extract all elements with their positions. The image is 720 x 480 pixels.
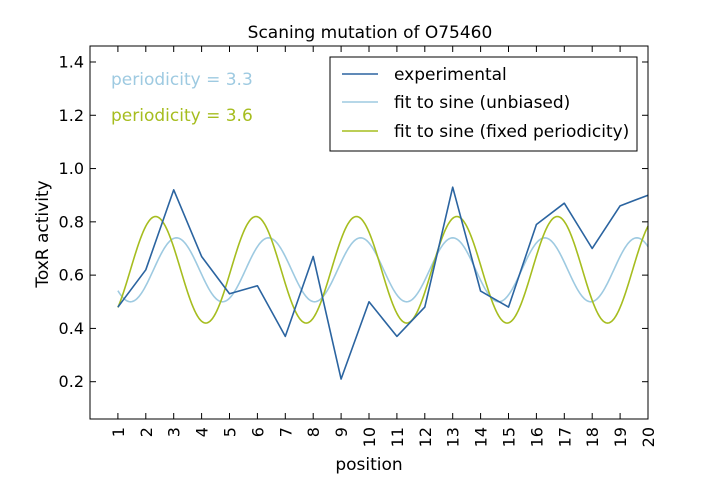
x-tick-label: 10: [360, 427, 379, 447]
legend-label-unbiased-fit: fit to sine (unbiased): [394, 93, 570, 113]
y-tick-label: 0.8: [59, 212, 84, 231]
x-tick-label: 4: [193, 427, 212, 437]
x-tick-label: 18: [583, 427, 602, 447]
x-tick-label: 13: [444, 427, 463, 447]
x-tick-label: 11: [388, 427, 407, 447]
legend: experimental fit to sine (unbiased) fit …: [329, 56, 638, 152]
x-tick-label: 17: [555, 427, 574, 447]
x-tick-label: 8: [304, 427, 323, 437]
x-tick-label: 20: [639, 427, 658, 447]
chart-title: Scaning mutation of O75460: [248, 23, 493, 43]
x-tick-label: 2: [137, 427, 156, 437]
x-tick-label: 12: [416, 427, 435, 447]
y-tick-label: 0.4: [59, 319, 84, 338]
series-fit-fixed: [117, 215, 649, 324]
legend-label-experimental: experimental: [394, 65, 507, 85]
x-tick-label: 7: [276, 427, 295, 437]
y-tick-label: 1.0: [59, 159, 84, 178]
x-tick-label: 19: [611, 427, 630, 447]
x-tick-label: 6: [248, 427, 267, 437]
series-fit-unbiased: [117, 237, 649, 303]
x-tick-label: 16: [527, 427, 546, 447]
x-axis-label: position: [335, 455, 402, 475]
series-experimental: [117, 186, 649, 380]
x-axis: 1 2 3 4 5 6 7 8 9 10 11 12 13 14 15 16 17 18 19 20: [109, 46, 658, 447]
x-tick-label: 1: [109, 427, 128, 437]
x-tick-label: 3: [165, 427, 184, 437]
legend-label-fixed-fit: fit to sine (fixed periodicity): [394, 122, 629, 142]
x-tick-label: 9: [332, 427, 351, 437]
y-axis: 0.2 0.4 0.6 0.8 1.0 1.2 1.4: [59, 52, 648, 391]
plot-lines: [117, 186, 649, 380]
annotation-periodicity-unbiased: periodicity = 3.3: [111, 70, 253, 90]
y-tick-label: 0.6: [59, 266, 84, 285]
y-axis-label: ToxR activity: [33, 180, 53, 288]
x-tick-label: 5: [221, 427, 240, 437]
annotation-periodicity-fixed: periodicity = 3.6: [111, 106, 253, 126]
legend-box: [329, 56, 638, 152]
y-tick-label: 1.4: [59, 52, 84, 71]
y-tick-label: 0.2: [59, 372, 84, 391]
y-tick-label: 1.2: [59, 106, 84, 125]
x-tick-label: 15: [500, 427, 519, 447]
x-tick-label: 14: [472, 427, 491, 447]
